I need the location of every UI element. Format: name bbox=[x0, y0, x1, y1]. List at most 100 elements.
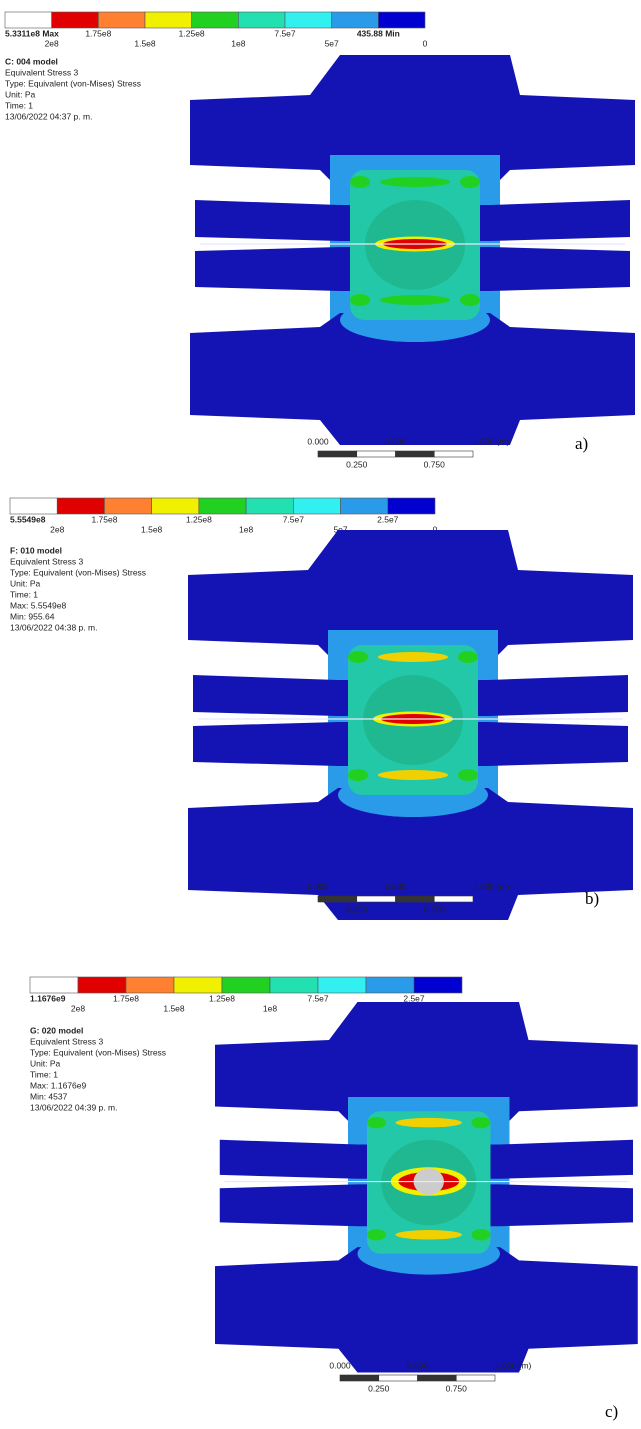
scale-bar-segment bbox=[396, 896, 435, 902]
scale-label: 0.500 bbox=[385, 881, 407, 891]
info-line: Unit: Pa bbox=[5, 89, 36, 99]
legend-swatch bbox=[174, 977, 222, 993]
legend-swatch bbox=[30, 977, 78, 993]
hot-spot bbox=[350, 176, 370, 188]
info-line: Unit: Pa bbox=[10, 578, 41, 588]
hot-spot bbox=[458, 769, 478, 781]
legend-label: 435.88 Min bbox=[357, 28, 400, 38]
hot-spot bbox=[380, 295, 450, 305]
legend-swatch bbox=[78, 977, 126, 993]
scale-bar-segment bbox=[318, 451, 357, 457]
legend-label: 0 bbox=[423, 38, 428, 48]
hot-spot bbox=[380, 177, 450, 187]
legend-label: 1.75e8 bbox=[85, 28, 111, 38]
legend-label: 2e8 bbox=[50, 524, 64, 534]
scale-label: 0.500 bbox=[385, 436, 407, 446]
scale-label: 0.000 bbox=[307, 436, 329, 446]
legend-swatch bbox=[126, 977, 174, 993]
info-line: Equivalent Stress 3 bbox=[5, 67, 79, 77]
hot-spot bbox=[378, 770, 448, 780]
scale-bar-segment bbox=[318, 896, 357, 902]
hot-spot bbox=[350, 294, 370, 306]
scale-label: 0.000 bbox=[307, 881, 329, 891]
info-line: G: 020 model bbox=[30, 1025, 83, 1035]
scale-label: 0.250 bbox=[368, 1383, 390, 1393]
figure: 5.3311e8 Max 1.75e8 1.25e8 7.5e7 435.88 Min 2… bbox=[0, 0, 641, 1429]
scale-label: 0.750 bbox=[424, 904, 446, 914]
legend-swatch bbox=[388, 498, 435, 514]
legend-swatch bbox=[238, 12, 285, 28]
legend-swatch bbox=[332, 12, 379, 28]
legend-swatch bbox=[341, 498, 388, 514]
info-line: Min: 4537 bbox=[30, 1091, 68, 1101]
legend-label: 5.5549e8 bbox=[10, 514, 46, 524]
legend-label: 5.3311e8 Max bbox=[5, 28, 59, 38]
stress-model bbox=[188, 530, 633, 920]
legend-label: 1e8 bbox=[239, 524, 253, 534]
stress-model bbox=[190, 55, 635, 445]
info-line: Type: Equivalent (von-Mises) Stress bbox=[30, 1047, 166, 1057]
info-line: 13/06/2022 04:38 p. m. bbox=[10, 622, 97, 632]
legend-swatch bbox=[52, 12, 99, 28]
legend-swatch bbox=[192, 12, 239, 28]
legend-label: 1.75e8 bbox=[113, 993, 139, 1003]
legend-swatch bbox=[57, 498, 104, 514]
stress-model bbox=[215, 1002, 638, 1373]
hot-spot bbox=[472, 1117, 491, 1128]
info-line: Equivalent Stress 3 bbox=[30, 1036, 104, 1046]
scale-bar-segment bbox=[379, 1375, 418, 1381]
scale-bar-segment bbox=[340, 1375, 379, 1381]
legend-swatch bbox=[145, 12, 192, 28]
legend-label: 1.5e8 bbox=[141, 524, 163, 534]
hot-spot bbox=[396, 1118, 463, 1128]
panel-letter: b) bbox=[585, 889, 599, 908]
legend-swatch bbox=[246, 498, 293, 514]
legend-label: 2.5e7 bbox=[377, 514, 399, 524]
legend-label: 7.5e7 bbox=[274, 28, 296, 38]
panel-letter: c) bbox=[605, 1402, 618, 1421]
scale-label: 0.250 bbox=[346, 904, 368, 914]
hot-spot bbox=[378, 652, 448, 662]
legend-label: 2e8 bbox=[45, 38, 59, 48]
legend-swatch bbox=[98, 12, 145, 28]
scale-label: 0.750 bbox=[446, 1383, 468, 1393]
panel: 5.3311e8 Max 1.75e8 1.25e8 7.5e7 435.88 Min 2… bbox=[5, 12, 635, 469]
legend-label: 1.25e8 bbox=[179, 28, 205, 38]
legend-label: 5e7 bbox=[325, 38, 339, 48]
scale-label: 1.000 (m) bbox=[473, 436, 510, 446]
legend-swatch bbox=[318, 977, 366, 993]
legend-swatch bbox=[366, 977, 414, 993]
scale-label: 1.000 (m) bbox=[495, 1360, 532, 1370]
scale-bar-segment bbox=[357, 896, 396, 902]
legend-label: 7.5e7 bbox=[307, 993, 329, 1003]
scale-bar-segment bbox=[434, 451, 473, 457]
legend-swatch bbox=[104, 498, 151, 514]
legend-swatch bbox=[293, 498, 340, 514]
info-line: F: 010 model bbox=[10, 545, 62, 555]
info-line: Time: 1 bbox=[30, 1069, 58, 1079]
info-line: Time: 1 bbox=[5, 100, 33, 110]
legend-swatch bbox=[5, 12, 52, 28]
legend-swatch bbox=[152, 498, 199, 514]
hot-spot bbox=[472, 1229, 491, 1240]
info-line: 13/06/2022 04:39 p. m. bbox=[30, 1102, 117, 1112]
panel-letter: a) bbox=[575, 434, 588, 453]
info-line: Equivalent Stress 3 bbox=[10, 556, 84, 566]
legend-label: 7.5e7 bbox=[283, 514, 305, 524]
legend-swatch bbox=[10, 498, 57, 514]
hot-spot bbox=[367, 1117, 386, 1128]
hot-spot bbox=[367, 1229, 386, 1240]
scale-bar-segment bbox=[456, 1375, 495, 1381]
info-line: Unit: Pa bbox=[30, 1058, 61, 1068]
scale-label: 1.000 (m) bbox=[473, 881, 510, 891]
info-line: Type: Equivalent (von-Mises) Stress bbox=[10, 567, 146, 577]
info-line: Type: Equivalent (von-Mises) Stress bbox=[5, 78, 141, 88]
hot-spot bbox=[460, 176, 480, 188]
legend-swatch bbox=[378, 12, 425, 28]
info-line: Max: 1.1676e9 bbox=[30, 1080, 87, 1090]
legend-label: 1.5e8 bbox=[163, 1003, 185, 1013]
scale-label: 0.500 bbox=[407, 1360, 429, 1370]
legend-label: 1.25e8 bbox=[186, 514, 212, 524]
legend-label: 1e8 bbox=[263, 1003, 277, 1013]
